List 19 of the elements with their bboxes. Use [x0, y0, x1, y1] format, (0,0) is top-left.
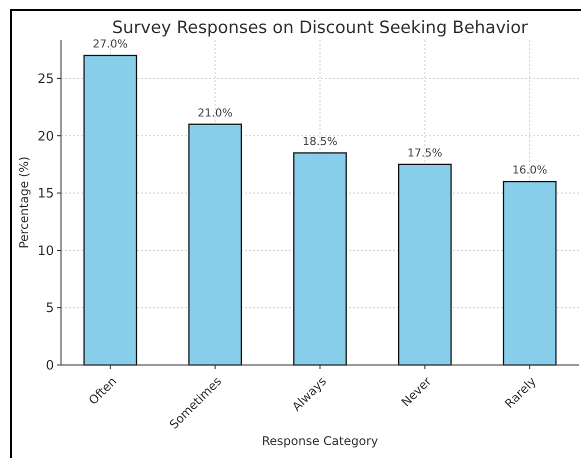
y-tick-label: 5 — [46, 301, 54, 316]
bar — [188, 124, 242, 366]
data-label: 27.0% — [92, 37, 128, 50]
data-label: 18.5% — [302, 134, 338, 148]
bar — [293, 152, 347, 366]
y-tick-label: 10 — [37, 244, 54, 259]
y-tick-label: 15 — [37, 186, 54, 202]
chart-title: Survey Responses on Discount Seeking Behavior — [112, 18, 528, 38]
y-tick-label: 25 — [37, 72, 54, 87]
y-axis-title: Percentage (%) — [17, 156, 31, 249]
data-label: 16.0% — [512, 164, 548, 177]
bar — [83, 54, 138, 366]
bar — [502, 180, 557, 366]
x-axis-title: Response Category — [262, 434, 378, 448]
y-tick-label: 0 — [46, 358, 54, 374]
bar — [398, 164, 452, 366]
y-tick-label: 20 — [37, 129, 54, 144]
data-label: 21.0% — [198, 106, 233, 120]
data-label: 17.5% — [407, 146, 442, 160]
